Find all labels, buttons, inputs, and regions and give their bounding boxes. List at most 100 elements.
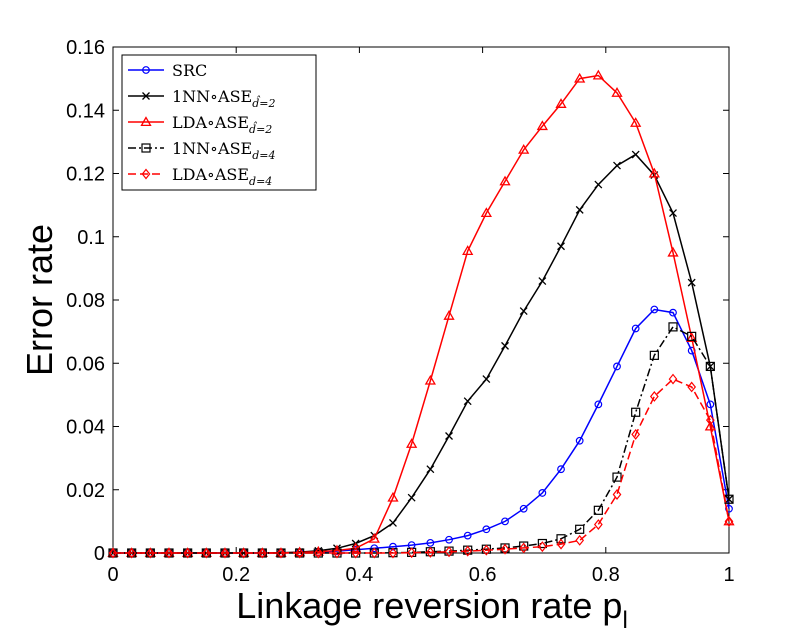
data-point [724, 515, 734, 527]
data-point [369, 547, 379, 559]
x-axis-label: Linkage reversion rate pl [236, 585, 628, 634]
legend-entry: LDA∘ASEd̂=2 [128, 113, 272, 136]
series-layer [107, 69, 735, 559]
legend-label: 1NN∘ASEd̂=2 [172, 87, 275, 110]
data-point [368, 532, 380, 543]
x-tick-label: 0.2 [222, 564, 250, 586]
data-point [389, 518, 397, 527]
y-tick-label: 0.04 [66, 417, 105, 439]
y-tick-label: 0.12 [66, 164, 105, 186]
y-tick-label: 0.02 [66, 480, 105, 502]
data-point [519, 504, 528, 513]
data-point [668, 322, 678, 332]
data-point [556, 538, 566, 550]
data-point [499, 175, 511, 186]
data-point [518, 143, 530, 154]
data-point [575, 436, 584, 445]
data-point [704, 420, 716, 431]
data-point [387, 491, 399, 502]
legend-entry: LDA∘ASEd=4 [128, 165, 272, 188]
data-point [631, 324, 640, 333]
data-point [631, 150, 640, 159]
y-tick-label: 0.16 [66, 37, 105, 59]
data-point [426, 538, 435, 547]
data-point [501, 341, 509, 350]
data-point [536, 120, 548, 131]
data-point [445, 535, 453, 544]
data-point [426, 465, 435, 474]
data-point [164, 547, 174, 559]
data-point [574, 72, 586, 83]
data-point [331, 544, 343, 555]
data-point [649, 350, 659, 360]
data-point [669, 209, 677, 217]
y-tick-label: 0.08 [66, 290, 105, 312]
data-point [593, 505, 603, 515]
data-point [201, 547, 211, 559]
data-point [141, 143, 151, 153]
data-point [482, 525, 491, 534]
data-point [127, 547, 137, 559]
data-point [593, 519, 603, 530]
data-point [444, 546, 454, 558]
data-point [406, 438, 418, 448]
x-axis-label-subscript: l [622, 607, 627, 634]
legend-entry: 1NN∘ASEd̂=2 [128, 87, 275, 110]
data-point [725, 495, 733, 504]
y-tick-label: 0 [94, 543, 105, 565]
legend-label-main: 1NN∘ASE [172, 139, 252, 158]
data-point [388, 547, 398, 559]
legend-label-subscript: d̂=2 [249, 122, 272, 136]
series-5 [108, 373, 734, 559]
data-point [519, 541, 529, 551]
x-tick-label: 0.4 [345, 564, 373, 586]
data-point [613, 161, 621, 170]
data-point [332, 547, 342, 559]
data-point [462, 245, 474, 256]
data-point [611, 87, 623, 97]
data-point [183, 547, 193, 559]
legend-label: LDA∘ASEd̂=2 [172, 113, 272, 136]
data-point [239, 547, 249, 559]
data-point [668, 373, 678, 385]
data-point [295, 547, 305, 559]
data-point [612, 472, 622, 482]
data-point [519, 542, 529, 554]
data-point [649, 390, 659, 402]
data-point [575, 205, 584, 214]
data-point [407, 493, 416, 502]
data-point [557, 465, 565, 474]
data-point [519, 307, 528, 316]
data-point [594, 400, 603, 409]
data-point [667, 246, 679, 257]
data-point [351, 547, 361, 559]
data-point [463, 531, 472, 540]
data-point [631, 407, 641, 417]
legend-entry: 1NN∘ASEd=4 [128, 139, 275, 162]
data-point [592, 69, 604, 80]
data-point [350, 542, 362, 553]
data-point [463, 545, 473, 557]
data-point [723, 515, 735, 526]
y-tick-label: 0.14 [66, 100, 105, 122]
data-point [482, 375, 491, 384]
data-point [443, 310, 455, 320]
legend-label-main: SRC [172, 61, 207, 80]
x-tick-label: 0.8 [592, 564, 620, 586]
series-line [113, 378, 730, 554]
data-point [142, 92, 150, 100]
data-point [669, 308, 677, 317]
axis-ticks: 0 0.2 0.4 0.6 0.8 1 0 0.02 0.04 0.06 0.08 0.1 0.12 0.… [66, 37, 735, 586]
data-point [706, 400, 715, 409]
data-point [220, 547, 230, 559]
x-tick-label: 1 [723, 564, 734, 586]
legend-label-main: LDA∘ASE [172, 165, 249, 184]
legend-label: 1NN∘ASEd=4 [172, 139, 275, 162]
data-point [108, 547, 118, 559]
data-point [538, 277, 547, 285]
data-point [141, 168, 151, 180]
y-axis-label: Error rate [19, 224, 60, 376]
data-point [631, 428, 641, 440]
data-point [687, 278, 696, 287]
